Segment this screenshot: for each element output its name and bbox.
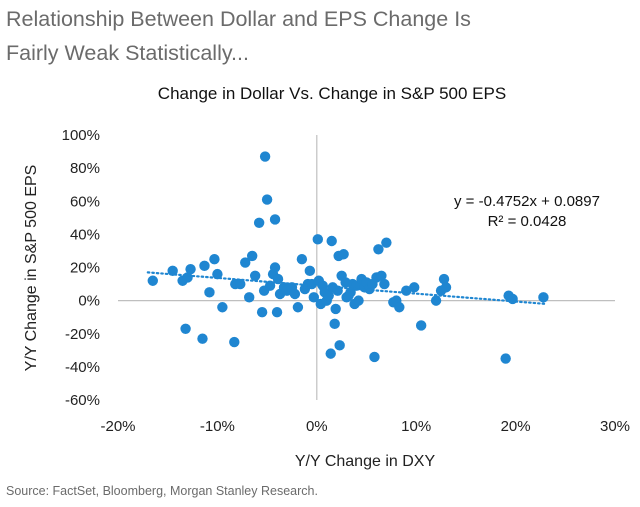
y-tick-label: 100% bbox=[62, 127, 100, 144]
trendline bbox=[146, 271, 547, 305]
data-point bbox=[147, 275, 158, 286]
data-point bbox=[334, 340, 345, 351]
data-point bbox=[289, 288, 301, 300]
data-point bbox=[538, 292, 549, 303]
data-point bbox=[353, 295, 364, 306]
data-point bbox=[235, 278, 246, 290]
data-point bbox=[249, 270, 261, 281]
x-tick-label: -10% bbox=[200, 418, 235, 435]
chart-title: Change in Dollar Vs. Change in S&P 500 E… bbox=[158, 84, 506, 103]
x-tick-label: -20% bbox=[100, 418, 135, 435]
data-point bbox=[269, 214, 281, 225]
data-point bbox=[409, 282, 420, 293]
headline-line-1: Relationship Between Dollar and EPS Chan… bbox=[6, 7, 471, 31]
data-point bbox=[440, 282, 452, 293]
data-point bbox=[217, 302, 228, 313]
data-point bbox=[323, 290, 334, 301]
data-point bbox=[292, 302, 304, 313]
scatter-chart: Change in Dollar Vs. Change in S&P 500 E… bbox=[23, 84, 630, 470]
y-tick-labels: 100% 80% 60% 40% 20% 0% -20% -40% -60% bbox=[62, 127, 100, 409]
data-point bbox=[185, 263, 196, 275]
data-point bbox=[256, 307, 268, 318]
data-point bbox=[325, 348, 336, 359]
y-tick-label: -20% bbox=[65, 326, 100, 343]
data-point bbox=[329, 318, 340, 330]
x-axis-label: Y/Y Change in DXY bbox=[295, 453, 436, 470]
data-point bbox=[415, 320, 427, 331]
headline-line-2: Fairly Weak Statistically... bbox=[6, 41, 249, 65]
headline: Relationship Between Dollar and EPS Chan… bbox=[6, 2, 626, 70]
x-tick-labels: -20% -10% 0% 10% 20% 30% bbox=[100, 418, 630, 435]
data-point bbox=[296, 254, 308, 265]
data-point bbox=[312, 234, 323, 245]
data-point bbox=[308, 292, 320, 303]
y-tick-label: -40% bbox=[65, 359, 100, 376]
data-point bbox=[209, 254, 220, 265]
data-point bbox=[199, 260, 210, 272]
x-tick-label: 20% bbox=[501, 418, 531, 435]
y-axis-label: Y/Y Change in S&P 500 EPS bbox=[23, 165, 40, 372]
data-point bbox=[197, 333, 208, 344]
data-point bbox=[345, 287, 356, 298]
y-tick-label: 0% bbox=[78, 293, 100, 310]
data-point bbox=[204, 287, 215, 298]
data-point bbox=[369, 351, 380, 363]
r-squared-label: R² = 0.0428 bbox=[488, 213, 567, 230]
data-point bbox=[240, 257, 251, 268]
data-point bbox=[269, 262, 281, 273]
data-point bbox=[394, 302, 405, 313]
data-point bbox=[180, 323, 191, 334]
data-point bbox=[430, 295, 442, 306]
data-point bbox=[326, 235, 337, 247]
data-point bbox=[259, 151, 271, 162]
data-point bbox=[304, 265, 316, 277]
data-point bbox=[438, 273, 450, 285]
y-tick-label: 40% bbox=[70, 226, 100, 243]
trendline-equation: y = -0.4752x + 0.0897 bbox=[454, 193, 600, 210]
data-point bbox=[500, 353, 511, 364]
data-point bbox=[244, 292, 255, 303]
data-point bbox=[246, 250, 258, 262]
y-tick-label: 60% bbox=[70, 193, 100, 210]
data-point bbox=[253, 217, 265, 228]
data-points bbox=[147, 151, 549, 364]
data-point bbox=[338, 249, 349, 260]
y-tick-label: 20% bbox=[70, 260, 100, 277]
x-tick-label: 30% bbox=[600, 418, 630, 435]
data-point bbox=[373, 244, 384, 255]
x-tick-label: 0% bbox=[306, 418, 328, 435]
data-point bbox=[229, 336, 240, 348]
data-point bbox=[381, 237, 392, 248]
data-point bbox=[261, 194, 273, 205]
data-point bbox=[376, 270, 387, 281]
axes bbox=[118, 135, 615, 400]
data-point bbox=[330, 303, 341, 315]
data-point bbox=[271, 307, 283, 318]
data-point bbox=[379, 278, 390, 290]
source-note: Source: FactSet, Bloomberg, Morgan Stanl… bbox=[6, 484, 318, 498]
y-tick-label: 80% bbox=[70, 160, 100, 177]
y-tick-label: -60% bbox=[65, 392, 100, 409]
x-tick-label: 10% bbox=[401, 418, 431, 435]
